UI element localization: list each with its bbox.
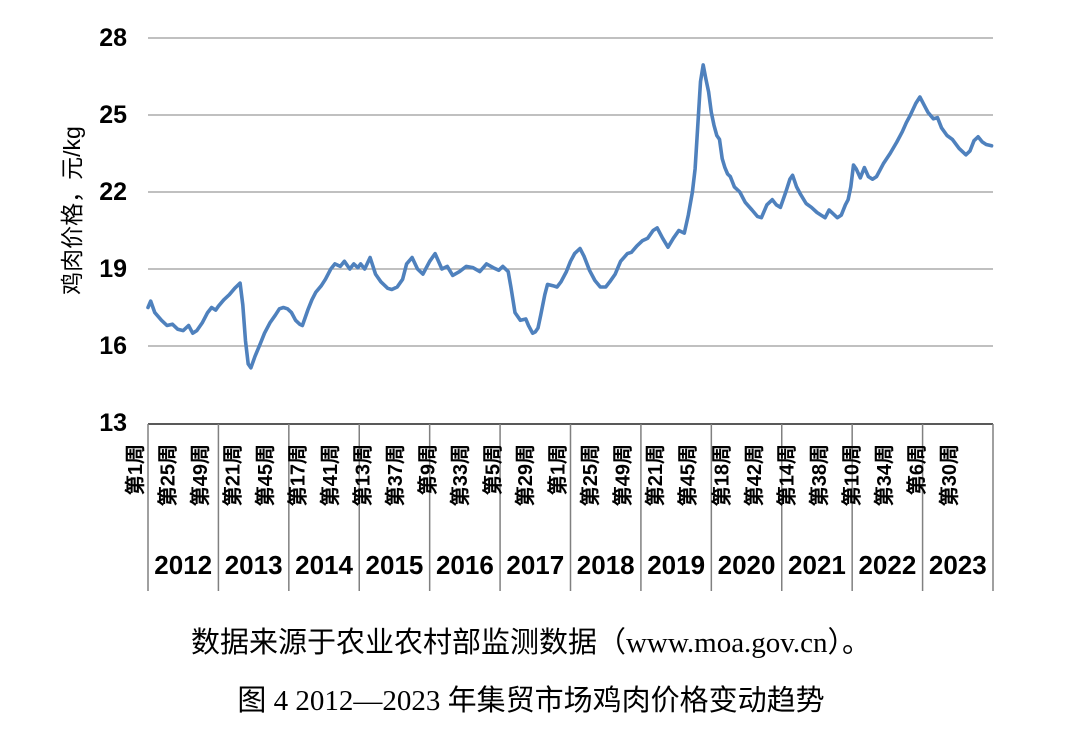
week-tick-label: 第6周 (904, 444, 928, 495)
week-tick-label: 第21周 (221, 444, 245, 506)
week-tick-label: 第1周 (123, 444, 147, 495)
week-tick-label: 第18周 (709, 444, 733, 506)
week-tick-label: 第1周 (546, 444, 570, 495)
year-label-2017: 2017 (506, 550, 564, 580)
week-tick-label: 第33周 (448, 444, 472, 506)
week-tick-label: 第14周 (774, 444, 798, 506)
year-label-2013: 2013 (225, 550, 283, 580)
year-label-2020: 2020 (718, 550, 776, 580)
week-tick-label: 第25周 (578, 444, 602, 506)
year-label-2019: 2019 (647, 550, 705, 580)
week-tick-label: 第30周 (937, 444, 961, 506)
year-label-2018: 2018 (577, 550, 635, 580)
y-tick-label-25: 25 (99, 101, 127, 129)
year-label-2015: 2015 (366, 550, 424, 580)
week-tick-label: 第10周 (839, 444, 863, 506)
week-tick-label: 第5周 (481, 444, 505, 495)
y-axis-title: 鸡肉价格，元/kg (59, 126, 85, 295)
figure-title-caption: 图 4 2012—2023 年集贸市场鸡肉价格变动趋势 (237, 685, 825, 717)
week-tick-label: 第41周 (318, 444, 342, 506)
week-tick-label: 第37周 (383, 444, 407, 506)
week-tick-label: 第45周 (676, 444, 700, 506)
week-tick-label: 第29周 (513, 444, 537, 506)
week-tick-label: 第34周 (872, 444, 896, 506)
year-label-2016: 2016 (436, 550, 494, 580)
week-tick-label: 第21周 (643, 444, 667, 506)
week-tick-label: 第9周 (416, 444, 440, 495)
week-tick-label: 第17周 (286, 444, 310, 506)
week-tick-label: 第38周 (807, 444, 831, 506)
year-label-2023: 2023 (929, 550, 987, 580)
data-source-caption: 数据来源于农业农村部监测数据（www.moa.gov.cn）。 (190, 627, 872, 659)
y-tick-label-28: 28 (99, 24, 127, 52)
y-tick-label-13: 13 (99, 409, 127, 437)
y-tick-label-22: 22 (99, 178, 127, 206)
year-label-2021: 2021 (788, 550, 846, 580)
week-tick-label: 第13周 (351, 444, 375, 506)
week-tick-label: 第49周 (611, 444, 635, 506)
week-tick-label: 第42周 (742, 444, 766, 506)
y-tick-label-16: 16 (99, 332, 127, 360)
year-label-2012: 2012 (154, 550, 212, 580)
y-tick-label-19: 19 (99, 255, 127, 283)
price-line (146, 63, 994, 370)
year-label-2014: 2014 (295, 550, 353, 580)
week-tick-label: 第25周 (156, 444, 180, 506)
week-tick-label: 第45周 (253, 444, 277, 506)
year-label-2022: 2022 (858, 550, 916, 580)
week-tick-label: 第49周 (188, 444, 212, 506)
